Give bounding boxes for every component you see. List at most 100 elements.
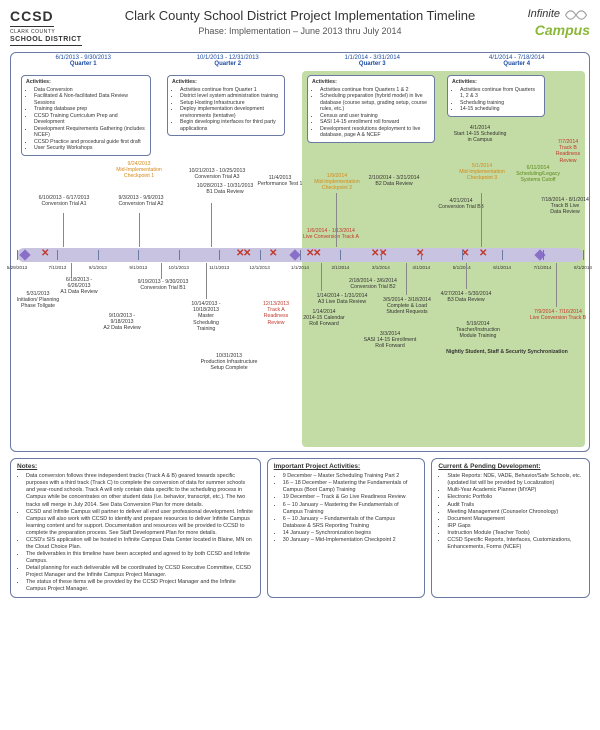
- q3-activities-box: Activities: Activities continue from Qua…: [307, 75, 435, 143]
- note-item: Document Management: [447, 516, 583, 523]
- month-label: 2/1/2014: [326, 265, 354, 271]
- month-label: 8/1/2013: [84, 265, 112, 271]
- xmark-icon: ✕: [416, 248, 424, 259]
- swirl-icon: [562, 8, 590, 22]
- notes-list: Data conversion follows three independen…: [17, 473, 254, 592]
- note-item: CCSD's SIS application will be hosted in…: [26, 537, 254, 551]
- connector-line: [481, 193, 482, 247]
- month-label: 9/1/2013: [124, 265, 152, 271]
- quarter-3-label: 1/1/2014 - 3/31/2014Quarter 3: [300, 55, 445, 67]
- axis-tick: [421, 250, 422, 260]
- event-track-b-readiness: 7/7/2014Track BReadinessReview: [549, 139, 587, 164]
- axis-tick: [340, 250, 341, 260]
- month-label: 5/29/2013: [3, 265, 31, 271]
- activity-item: Development Requirements Gathering (incl…: [34, 126, 146, 139]
- xmark-icon: ✕: [313, 248, 321, 259]
- axis-tick: [138, 250, 139, 260]
- pending-dev-hdr: Current & Pending Development:: [438, 463, 583, 471]
- pending-dev-list: State Reports: NDE, VADE, Behavior/Safe …: [438, 473, 583, 550]
- connector-line: [406, 263, 407, 295]
- note-item: 14 January – Synchronization begins: [283, 530, 419, 537]
- note-item: 6 – 10 January – Fundamentals of the Cam…: [283, 516, 419, 530]
- activity-item: Scheduling preparation (hybrid model) in…: [320, 93, 430, 113]
- event-prod-infra: 10/31/2013Production InfrastructureSetup…: [197, 353, 261, 372]
- title-block: Clark County School District Project Imp…: [100, 8, 500, 36]
- month-label: 11/1/2013: [205, 265, 233, 271]
- note-item: Detail planning for each deliverable wil…: [26, 565, 254, 579]
- note-item: CCSD Specific Reports, Interfaces, Custo…: [447, 537, 583, 551]
- connector-line: [139, 213, 140, 247]
- axis-tick: [502, 250, 503, 260]
- note-item: The status of these items will be provid…: [26, 579, 254, 593]
- note-item: Instruction Module (Teacher Tools): [447, 530, 583, 537]
- event-a2-review: 9/10/2013 - 9/18/2013A2 Data Review: [99, 313, 145, 332]
- event-calendar-rollforward: 1/14/20142014-15 CalendarRoll Forward: [301, 309, 347, 328]
- event-live-conversion-b: 7/9/2014 - 7/16/2014Live Conversion Trac…: [529, 309, 587, 321]
- notes-box: Notes: Data conversion follows three ind…: [10, 458, 261, 598]
- event-checkpoint-1: 9/24/2013Mid-ImplementationCheckpoint 1: [107, 161, 171, 180]
- page-title: Clark County School District Project Imp…: [100, 8, 500, 23]
- notes-row: Notes: Data conversion follows three ind…: [10, 458, 590, 598]
- xmark-icon: ✕: [243, 248, 251, 259]
- quarter-4-label: 4/1/2014 - 7/18/2014Quarter 4: [445, 55, 590, 67]
- activity-item: Activities continue from Quarters 1, 2 &…: [460, 87, 540, 100]
- event-checkpoint-3: 5/1/2014Mid-ImplementationCheckpoint 3: [451, 163, 513, 182]
- important-activities-list: 9 December – Master Scheduling Training …: [274, 473, 419, 543]
- note-item: The deliverables in this timeline have b…: [26, 551, 254, 565]
- note-item: Electronic Portfolio: [447, 494, 583, 501]
- month-label: 8/1/2014: [569, 265, 597, 271]
- q2-activities-list: Activities continue from Quarter 1Distri…: [172, 87, 280, 133]
- phase-subtitle: Phase: Implementation – June 2013 thru J…: [100, 26, 500, 36]
- clark-county-text: CLARK COUNTY: [10, 29, 100, 35]
- timeline-area: 6/1/2013 - 9/30/2013Quarter 1 10/1/2013 …: [10, 52, 590, 452]
- note-item: Data conversion follows three independen…: [26, 473, 254, 508]
- q4-activities-list: Activities continue from Quarters 1, 2 &…: [452, 87, 540, 113]
- month-label: 5/1/2014: [448, 265, 476, 271]
- xmark-icon: ✕: [479, 248, 487, 259]
- q1-activities-box: Activities: Data ConversionFacilitated &…: [21, 75, 151, 156]
- axis-tick: [300, 250, 301, 260]
- axis-tick: [17, 250, 18, 260]
- month-label: 10/1/2013: [165, 265, 193, 271]
- connector-line: [211, 203, 212, 247]
- q4-activities-hdr: Activities:: [452, 79, 540, 86]
- axis-tick: [583, 250, 584, 260]
- notes-hdr: Notes:: [17, 463, 254, 471]
- q2-activities-box: Activities: Activities continue from Qua…: [167, 75, 285, 136]
- important-activities-box: Important Project Activities: 9 December…: [267, 458, 426, 598]
- event-b1-review: 10/28/2013 - 10/31/2013B1 Data Review: [189, 183, 261, 195]
- month-label: 6/1/2014: [488, 265, 516, 271]
- campus-text: Campus: [500, 22, 590, 38]
- activity-item: Deploy implementation development enviro…: [180, 106, 280, 119]
- month-label: 7/1/2013: [43, 265, 71, 271]
- pending-dev-box: Current & Pending Development: State Rep…: [431, 458, 590, 598]
- event-b3-review: 4/27/2014 - 5/30/2014B3 Data Review: [435, 291, 497, 303]
- note-item: State Reports: NDE, VADE, Behavior/Safe …: [447, 473, 583, 487]
- connector-line: [321, 263, 322, 291]
- connector-line: [336, 193, 337, 247]
- note-item: IRP Gaps: [447, 523, 583, 530]
- month-label: 7/1/2014: [529, 265, 557, 271]
- month-label: 3/1/2014: [367, 265, 395, 271]
- header: CCSD CLARK COUNTY SCHOOL DISTRICT Clark …: [10, 8, 590, 46]
- axis-tick: [462, 250, 463, 260]
- axis-tick: [179, 250, 180, 260]
- note-item: Meeting Management (Counselor Chronology…: [447, 509, 583, 516]
- quarter-labels: 6/1/2013 - 9/30/2013Quarter 1 10/1/2013 …: [11, 55, 589, 67]
- q1-activities-list: Data ConversionFacilitated & Non-facilit…: [26, 87, 146, 152]
- note-item: 19 December – Track & Go Live Readiness …: [283, 494, 419, 501]
- event-conversion-a3: 10/21/2013 - 10/25/2013Conversion Trial …: [181, 168, 253, 180]
- event-perf-test-1: 11/4/2013Performance Test 1: [255, 175, 305, 187]
- activity-item: 14-15 scheduling: [460, 106, 540, 113]
- quarter-1-label: 6/1/2013 - 9/30/2013Quarter 1: [11, 55, 156, 67]
- nightly-sync-label: Nightly Student, Staff & Security Synchr…: [433, 349, 581, 355]
- activity-item: Development resolutions deployment to li…: [320, 126, 430, 139]
- important-activities-hdr: Important Project Activities:: [274, 463, 419, 471]
- event-track-a-readiness: 12/13/2013Track AReadinessReview: [255, 301, 297, 326]
- q1-activities-hdr: Activities:: [26, 79, 146, 86]
- connector-line: [206, 263, 207, 299]
- note-item: CCSD and Infinite Campus will partner to…: [26, 509, 254, 537]
- month-label: 1/1/2014: [286, 265, 314, 271]
- xmark-icon: ✕: [269, 248, 277, 259]
- infinite-campus-logo: Infinite Campus: [500, 8, 590, 38]
